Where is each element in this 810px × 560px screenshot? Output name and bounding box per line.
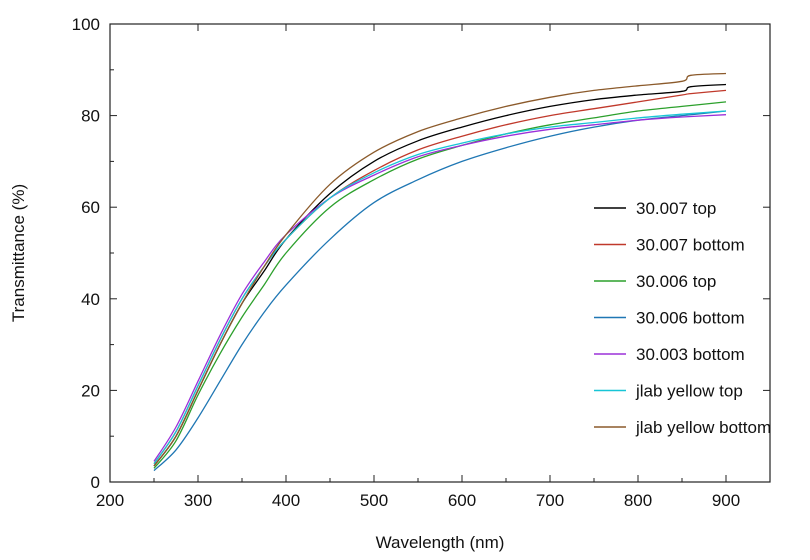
legend-label: jlab yellow bottom xyxy=(635,418,771,437)
y-tick-label: 80 xyxy=(81,107,100,126)
y-tick-label: 0 xyxy=(91,473,100,492)
x-tick-label: 600 xyxy=(448,491,476,510)
x-tick-label: 500 xyxy=(360,491,388,510)
x-tick-label: 400 xyxy=(272,491,300,510)
y-axis-title: Transmittance (%) xyxy=(9,184,28,322)
x-tick-label: 800 xyxy=(624,491,652,510)
legend-label: 30.006 top xyxy=(636,272,716,291)
series-line-7 xyxy=(153,72,727,467)
x-axis-title: Wavelength (nm) xyxy=(376,533,505,552)
series-line-3 xyxy=(153,101,727,469)
x-tick-label: 200 xyxy=(96,491,124,510)
series-line-4 xyxy=(153,110,727,472)
x-tick-label: 300 xyxy=(184,491,212,510)
y-tick-label: 40 xyxy=(81,290,100,309)
legend-label: 30.003 bottom xyxy=(636,345,745,364)
series-line-5 xyxy=(153,114,727,462)
x-tick-label: 900 xyxy=(712,491,740,510)
legend-label: jlab yellow top xyxy=(635,382,743,401)
y-tick-label: 20 xyxy=(81,381,100,400)
y-tick-label: 60 xyxy=(81,198,100,217)
legend-label: 30.007 bottom xyxy=(636,236,745,255)
series-line-6 xyxy=(153,110,727,465)
legend-label: 30.006 bottom xyxy=(636,309,745,328)
y-tick-label: 100 xyxy=(72,15,100,34)
x-tick-label: 700 xyxy=(536,491,564,510)
legend-label: 30.007 top xyxy=(636,199,716,218)
